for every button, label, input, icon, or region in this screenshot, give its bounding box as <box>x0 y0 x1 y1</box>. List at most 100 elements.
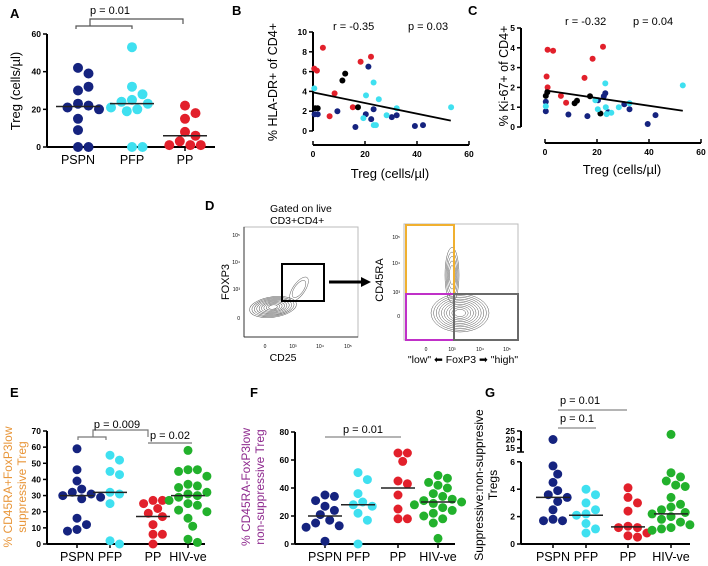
y-tick-label: 6 <box>302 67 307 77</box>
data-point <box>602 104 609 111</box>
panel-letter: G <box>485 385 495 400</box>
y-tick-label: 10⁵ <box>392 235 400 241</box>
data-point <box>448 104 455 111</box>
data-point-pp <box>153 504 163 513</box>
x-axis-label: CD25 <box>270 352 297 364</box>
data-point-hiv-ve <box>428 498 438 508</box>
data-point-pp <box>398 456 408 466</box>
data-point-pspn <box>320 490 330 500</box>
x-tick-label: 60 <box>464 149 474 159</box>
data-point <box>603 111 610 118</box>
y-tick-label: 10 <box>32 523 42 533</box>
data-point <box>557 92 564 99</box>
panel-e-chart: 0 10 20 30 40 50 60 70 PSPN PFP PP HIV-ve % CD45RA+F… <box>1 419 212 564</box>
y-axis-label: CD45RA <box>374 258 386 302</box>
x-tick-label: HIV-ve <box>419 550 457 564</box>
data-point <box>375 96 382 103</box>
y-tick-label: 20 <box>32 507 42 517</box>
panel-c-chart: 0 1 2 3 4 5 0 20 40 60 Treg (cells/µl) % Ki-67+ of … <box>497 16 706 177</box>
x-tick-label: PFP <box>98 550 122 564</box>
data-point-pfp <box>353 508 363 518</box>
contour <box>443 302 477 324</box>
data-point <box>314 111 321 118</box>
x-tick-label: 60 <box>696 147 706 157</box>
data-point-hiv-ve <box>438 491 448 501</box>
data-point <box>342 70 349 77</box>
data-point-pp <box>195 140 206 151</box>
x-tick-label: 10³ <box>448 347 456 353</box>
data-point <box>644 121 651 127</box>
data-point <box>626 106 633 113</box>
data-point-pspn <box>301 522 311 532</box>
data-point-hiv-ve <box>409 500 419 510</box>
p-value-label: p = 0.03 <box>408 21 448 33</box>
data-point-pspn <box>311 518 321 528</box>
contour <box>438 298 482 328</box>
data-point-hiv-ve <box>680 508 690 517</box>
data-point <box>602 90 609 97</box>
y-tick-label: 40 <box>280 483 290 493</box>
data-point-hiv-ve <box>192 537 202 547</box>
data-point-pspn <box>325 515 335 525</box>
data-point-pp <box>180 126 190 137</box>
x-tick-label: 0 <box>425 347 428 353</box>
data-point-pfp <box>105 536 115 546</box>
data-point-hiv-ve <box>174 466 184 476</box>
y-axis-label: % HLA-DR+ of CD4+ <box>266 23 280 141</box>
contour <box>430 293 490 333</box>
y-tick-label: 10⁴ <box>232 260 240 266</box>
data-point <box>349 104 356 111</box>
gate-note: Gated on live <box>270 203 332 215</box>
data-point <box>368 53 374 60</box>
significance-bracket <box>77 436 107 440</box>
data-point-hiv-ve <box>183 445 193 455</box>
y-axis-label: % CD45RA-FoxP3low <box>239 428 253 546</box>
data-point <box>314 105 321 112</box>
contour <box>256 299 290 315</box>
contour <box>441 300 479 326</box>
y-axis-label: % CD45RA+FoxP3low <box>1 426 15 547</box>
data-point <box>602 80 609 87</box>
data-point-pspn <box>73 113 83 124</box>
data-point-pspn <box>548 505 558 515</box>
x-tick-label: 10³ <box>289 344 297 350</box>
panel-b-chart: 0 2 4 6 8 10 0 20 40 60 Treg (cells/µl) % HLA-DR+ o… <box>266 21 474 181</box>
contour <box>266 303 280 311</box>
y-tick-label: 3 <box>510 63 515 73</box>
data-point-pp <box>148 495 158 505</box>
panel-letter: B <box>232 3 241 18</box>
data-point-pspn <box>73 85 83 96</box>
data-point-pspn <box>72 525 82 534</box>
data-point-hiv-ve <box>657 514 666 524</box>
data-point-hiv-ve <box>666 429 676 439</box>
y-tick-label: 10⁵ <box>232 233 240 239</box>
contour <box>448 260 456 290</box>
y-tick-label: 8 <box>302 47 307 57</box>
data-point-pspn <box>86 489 96 499</box>
x-tick-label: HIV-ve <box>652 550 690 564</box>
contour <box>249 296 297 318</box>
data-point-hiv-ve <box>419 511 429 521</box>
data-point <box>365 63 372 70</box>
data-point <box>352 124 359 130</box>
data-point <box>597 110 604 117</box>
data-point-pfp <box>137 142 148 152</box>
p-value-label: p = 0.01 <box>90 5 130 17</box>
x-tick-label: 20 <box>360 149 370 159</box>
data-point <box>363 92 369 99</box>
data-point-pp <box>393 490 403 500</box>
data-point-pspn <box>553 469 563 479</box>
data-point-hiv-ve <box>183 479 193 489</box>
data-point-hiv-ve <box>202 507 212 517</box>
data-point-pp <box>148 539 158 549</box>
data-point-hiv-ve <box>442 483 452 493</box>
data-point-pspn <box>67 487 77 497</box>
data-point <box>313 67 320 74</box>
x-tick-label: 40 <box>412 149 422 159</box>
data-point-pfp <box>591 490 600 500</box>
data-point-pfp <box>105 466 115 476</box>
data-point-hiv-ve <box>438 503 448 513</box>
data-point <box>420 122 426 129</box>
data-point-pfp <box>127 94 137 105</box>
